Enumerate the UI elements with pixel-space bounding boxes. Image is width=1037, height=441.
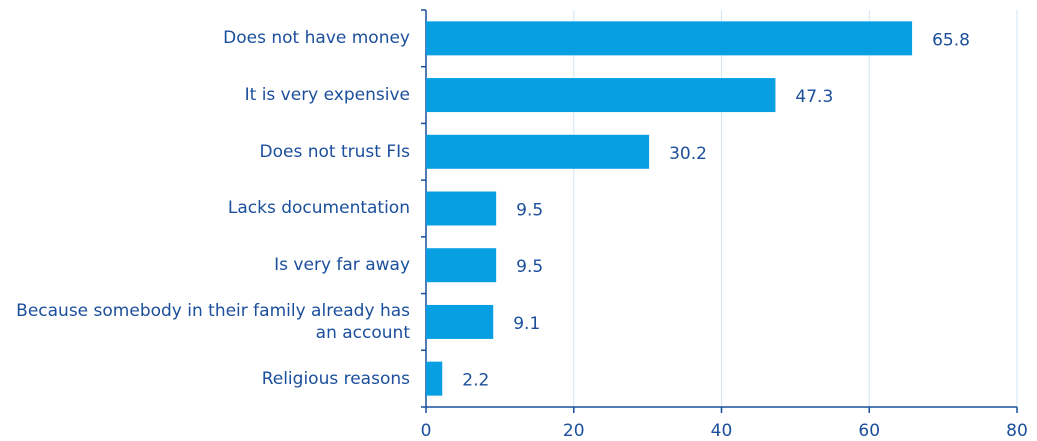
data-label: 9.1	[513, 314, 540, 334]
bar	[426, 134, 650, 169]
bar	[426, 78, 776, 113]
x-tick-label: 40	[711, 421, 733, 441]
category-text: Does not have money	[223, 28, 410, 49]
x-tick-label: 60	[858, 421, 880, 441]
bar	[426, 191, 497, 226]
category-text: Religious reasons	[261, 368, 410, 389]
y-tick-label: Is very far away	[0, 237, 410, 294]
y-tick-label: Because somebody in their family already…	[0, 294, 410, 351]
x-tick-label: 0	[421, 421, 432, 441]
category-text: Because somebody in their family already…	[16, 300, 410, 343]
x-tick-label: 20	[563, 421, 585, 441]
category-text: It is very expensive	[244, 85, 410, 106]
y-tick-label: Does not have money	[0, 10, 410, 67]
bar	[426, 21, 913, 56]
data-label: 65.8	[932, 30, 970, 50]
y-tick-label: It is very expensive	[0, 67, 410, 124]
bar	[426, 248, 497, 283]
data-label: 9.5	[516, 201, 543, 221]
bar	[426, 361, 443, 396]
data-label: 30.2	[669, 144, 707, 164]
x-tick-label: 80	[1006, 421, 1028, 441]
category-text: Is very far away	[274, 255, 410, 276]
category-text: Does not trust FIs	[259, 141, 410, 162]
data-label: 9.5	[516, 257, 543, 277]
bar	[426, 304, 494, 339]
category-text: Lacks documentation	[227, 198, 410, 219]
y-tick-label: Religious reasons	[0, 350, 410, 407]
data-label: 47.3	[795, 87, 833, 107]
y-tick-label: Lacks documentation	[0, 180, 410, 237]
data-label: 2.2	[462, 371, 489, 391]
y-tick-label: Does not trust FIs	[0, 123, 410, 180]
